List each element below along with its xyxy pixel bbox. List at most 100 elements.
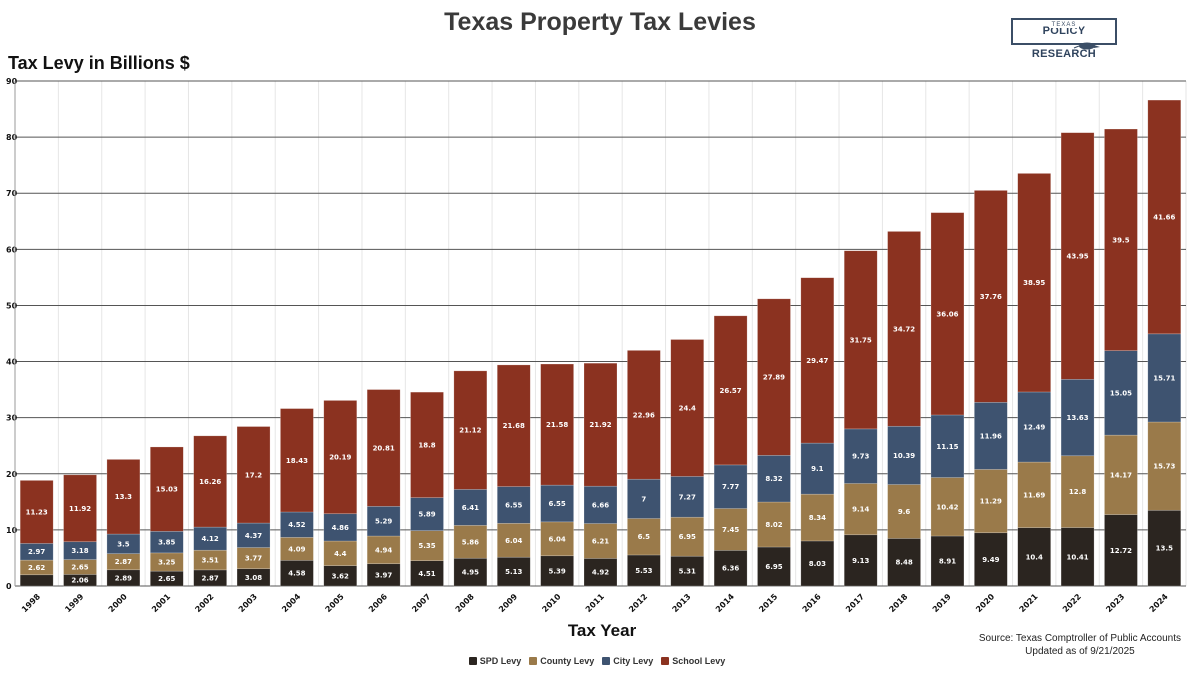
bar-segment-spd <box>540 555 574 587</box>
bar-segment-school <box>800 277 835 444</box>
data-label-school: 24.4 <box>679 404 696 412</box>
data-label-school: 36.06 <box>936 310 958 318</box>
data-label-city: 3.85 <box>158 539 175 547</box>
data-label-spd: 12.72 <box>1110 547 1132 555</box>
y-tick-label: 40 <box>6 358 18 367</box>
bar-segment-spd <box>1060 527 1095 587</box>
data-label-county: 6.04 <box>548 535 565 543</box>
data-label-city: 4.12 <box>202 535 219 543</box>
legend: SPD Levy County Levy City Levy School Le… <box>0 656 1194 666</box>
legend-swatch-county <box>529 657 538 665</box>
bar-segment-school <box>1104 128 1138 351</box>
data-label-county: 4.94 <box>375 546 392 554</box>
data-label-school: 15.03 <box>156 486 178 494</box>
y-tick-label: 30 <box>6 414 18 423</box>
bar-segment-county <box>843 483 878 536</box>
bar-segment-county <box>930 477 965 537</box>
bar-segment-county <box>1060 455 1095 528</box>
data-label-county: 3.25 <box>158 559 175 567</box>
data-label-city: 5.89 <box>418 511 435 519</box>
bar-segment-spd <box>843 534 878 587</box>
bar-segment-spd <box>974 532 1008 587</box>
bar-segment-spd <box>19 574 54 587</box>
data-label-county: 5.35 <box>418 542 435 550</box>
bar-segment-city <box>974 401 1008 470</box>
y-tick-label: 90 <box>6 77 18 86</box>
legend-label-city: City Levy <box>613 656 654 666</box>
bar-segment-school <box>930 212 965 416</box>
data-label-school: 17.2 <box>245 471 262 479</box>
data-label-spd: 2.65 <box>158 575 175 583</box>
data-label-school: 22.96 <box>633 411 655 419</box>
data-label-county: 4.4 <box>334 550 347 558</box>
bar-segment-county <box>583 523 618 559</box>
bar-segment-county <box>453 525 488 559</box>
bar-segment-county <box>410 530 444 561</box>
bar-segment-school <box>670 339 705 477</box>
data-label-city: 3.18 <box>71 547 88 555</box>
chart-title: Texas Property Tax Levies <box>444 8 756 36</box>
bar-segment-school <box>410 391 444 498</box>
data-label-school: 37.76 <box>980 293 1002 301</box>
data-label-school: 11.23 <box>26 508 48 516</box>
x-tick-label: 2016 <box>801 592 823 614</box>
bar-segment-school <box>887 231 921 427</box>
y-tick-label: 50 <box>6 301 18 310</box>
data-label-city: 9.1 <box>811 465 824 473</box>
legend-item-county: County Levy <box>529 656 594 666</box>
bar-segment-city <box>887 425 921 485</box>
bar-segment-county <box>1104 434 1138 515</box>
bar-segment-city <box>366 506 401 537</box>
data-label-city: 15.71 <box>1153 374 1175 382</box>
y-tick-label: 20 <box>6 470 18 479</box>
data-label-school: 13.3 <box>115 493 132 501</box>
data-label-county: 11.29 <box>980 498 1002 506</box>
data-label-school: 16.26 <box>199 478 221 486</box>
legend-swatch-city <box>602 657 611 665</box>
bar-segment-school <box>193 435 227 528</box>
x-tick-label: 2001 <box>150 592 172 614</box>
data-label-school: 29.47 <box>806 357 828 365</box>
x-tick-label: 2019 <box>931 592 953 614</box>
x-tick-label: 2007 <box>410 592 432 614</box>
x-tick-label: 2010 <box>540 592 562 614</box>
data-label-school: 39.5 <box>1112 236 1129 244</box>
x-tick-label: 2014 <box>714 592 736 614</box>
data-label-school: 41.66 <box>1153 213 1175 221</box>
data-label-county: 8.02 <box>765 521 782 529</box>
bar-segment-school <box>366 389 401 507</box>
x-tick-label: 2006 <box>367 592 389 614</box>
y-axis-title: Tax Levy in Billions $ <box>8 53 190 73</box>
data-label-spd: 2.87 <box>202 574 219 582</box>
data-label-city: 3.5 <box>117 540 130 548</box>
bar-segment-spd <box>1147 509 1182 587</box>
data-label-city: 10.39 <box>893 452 915 460</box>
data-label-school: 34.72 <box>893 325 915 333</box>
data-label-spd: 3.08 <box>245 574 262 582</box>
data-label-spd: 9.13 <box>852 557 869 565</box>
data-label-school: 18.8 <box>418 441 435 449</box>
data-label-spd: 10.4 <box>1026 553 1043 561</box>
data-label-county: 3.77 <box>245 555 262 563</box>
data-label-city: 6.55 <box>548 500 565 508</box>
data-label-county: 3.51 <box>202 557 219 565</box>
data-label-spd: 8.03 <box>809 560 826 568</box>
bar-segment-city <box>323 513 358 542</box>
data-label-city: 11.15 <box>936 443 958 451</box>
bar-segment-school <box>106 459 141 535</box>
data-label-city: 15.05 <box>1110 389 1132 397</box>
data-label-county: 12.8 <box>1069 488 1086 496</box>
data-label-school: 20.19 <box>329 454 351 462</box>
bar-segment-school <box>843 250 878 430</box>
data-label-school: 27.89 <box>763 374 785 382</box>
legend-label-school: School Levy <box>672 656 726 666</box>
data-label-spd: 4.95 <box>462 569 479 577</box>
bar-segment-city <box>410 497 444 531</box>
data-label-spd: 2.89 <box>115 574 132 582</box>
data-label-school: 20.81 <box>373 444 395 452</box>
data-label-county: 6.21 <box>592 537 609 545</box>
legend-swatch-school <box>661 657 670 665</box>
bar-segment-spd <box>496 556 531 587</box>
x-tick-label: 2013 <box>671 592 693 614</box>
data-label-city: 2.97 <box>28 548 45 556</box>
